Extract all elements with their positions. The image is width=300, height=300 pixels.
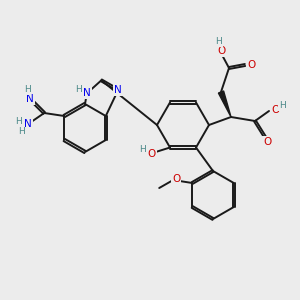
Text: H: H bbox=[15, 116, 22, 125]
Text: O: O bbox=[263, 137, 271, 147]
Text: N: N bbox=[83, 88, 91, 98]
Text: H: H bbox=[139, 145, 145, 154]
Text: H: H bbox=[18, 127, 25, 136]
Text: N: N bbox=[26, 94, 34, 104]
Text: O: O bbox=[172, 174, 180, 184]
Text: O: O bbox=[247, 60, 255, 70]
Text: N: N bbox=[24, 119, 32, 129]
Text: O: O bbox=[217, 46, 225, 56]
Polygon shape bbox=[218, 91, 231, 117]
Text: O: O bbox=[148, 148, 156, 158]
Text: N: N bbox=[114, 85, 122, 95]
Text: H: H bbox=[75, 85, 82, 94]
Text: H: H bbox=[279, 101, 285, 110]
Text: H: H bbox=[216, 38, 222, 46]
Text: H: H bbox=[24, 85, 31, 94]
Text: O: O bbox=[271, 105, 279, 115]
